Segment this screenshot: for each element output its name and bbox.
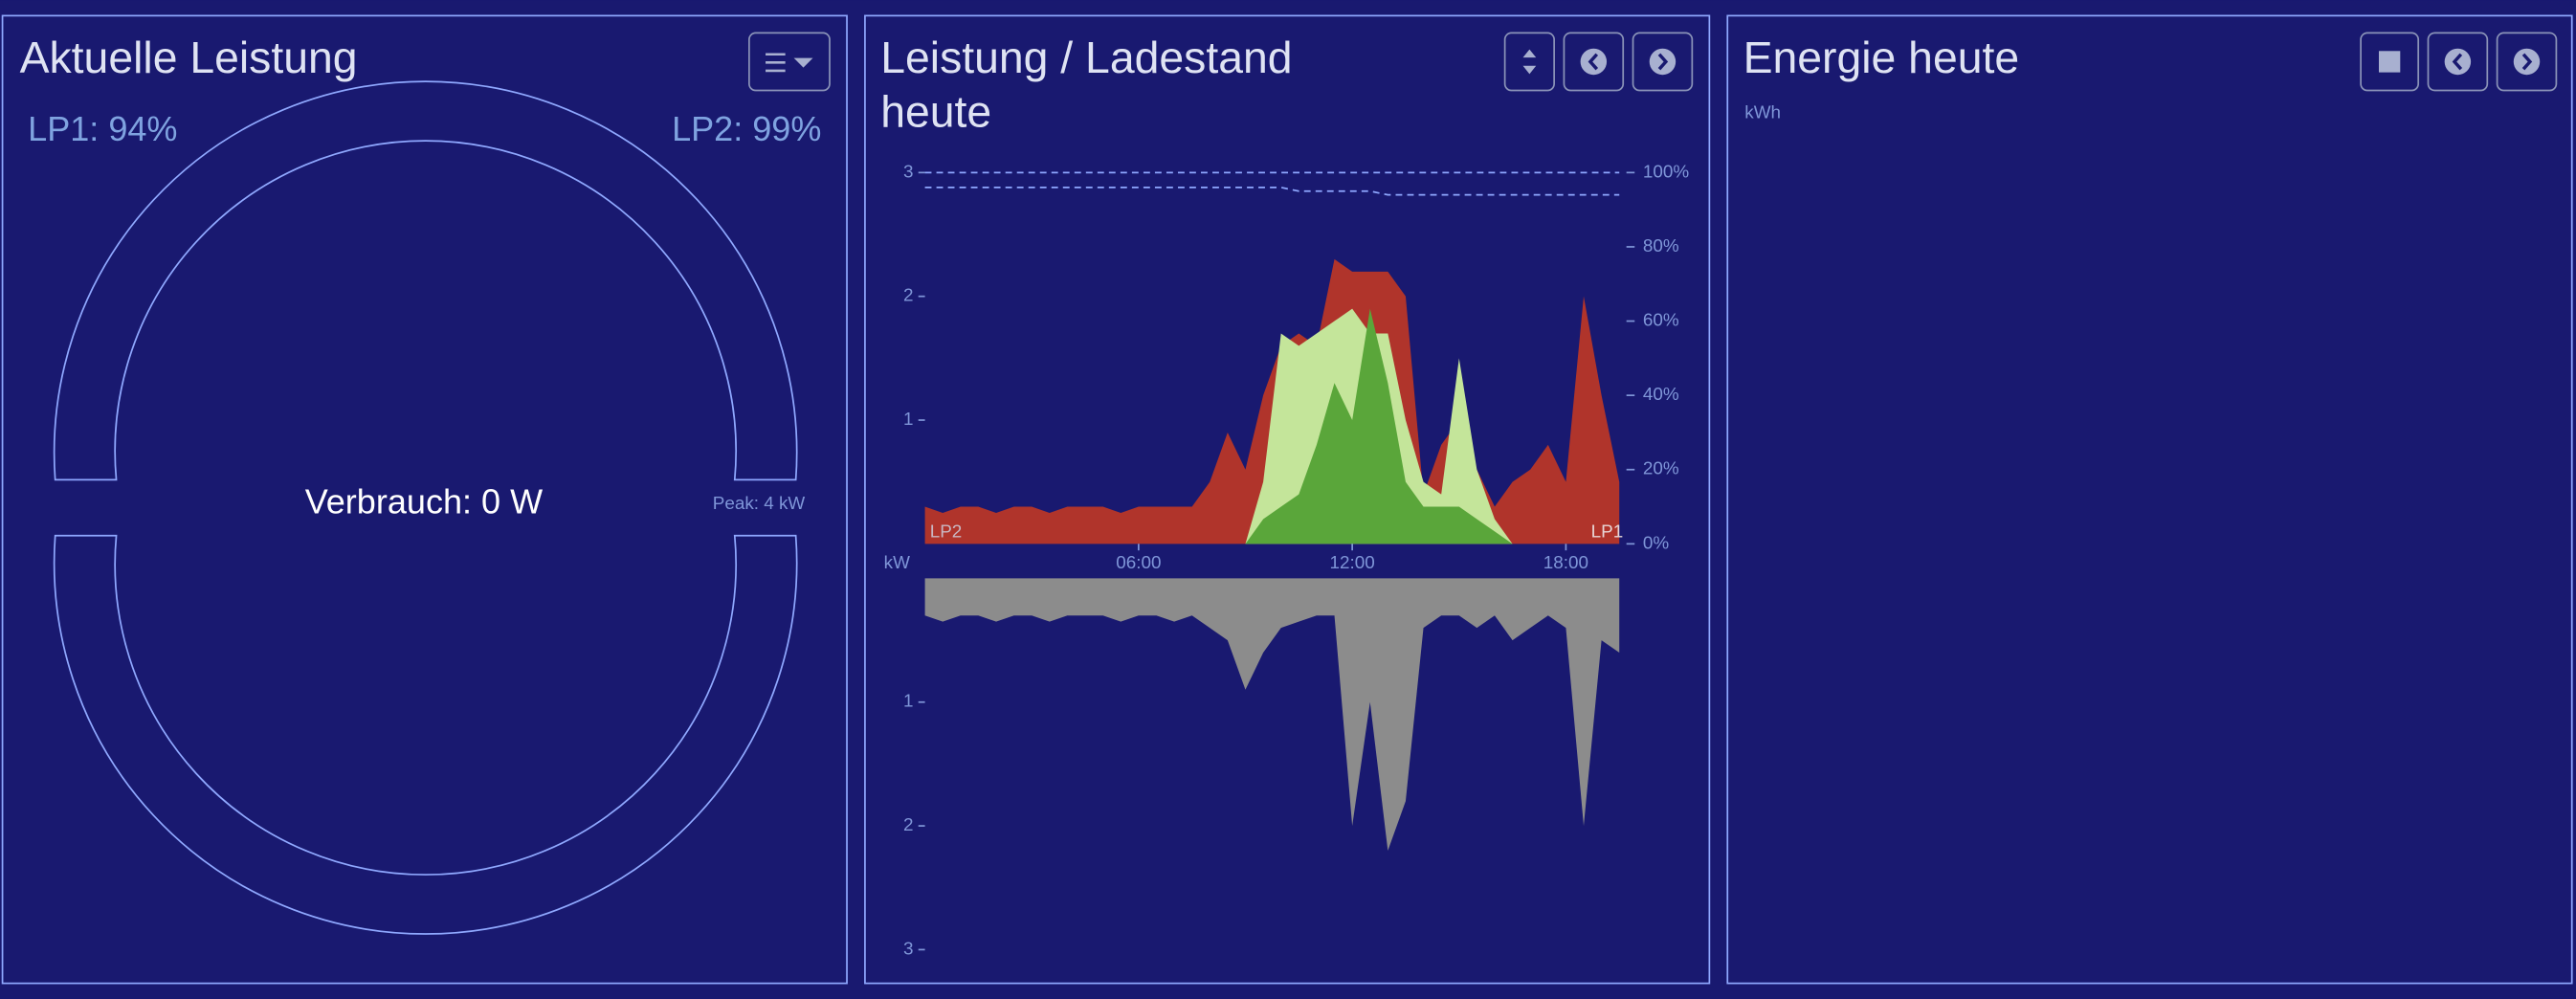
y2-tick-label: 40% bbox=[1643, 385, 1679, 405]
chart-title: Leistung / Ladestand bbox=[880, 33, 1292, 82]
y-tick-label: 2 bbox=[903, 286, 914, 306]
prev-frame[interactable] bbox=[1563, 32, 1625, 92]
x-tick-label: 18:00 bbox=[1543, 553, 1588, 573]
energy-prev-arrow[interactable] bbox=[2452, 53, 2463, 71]
energy-next[interactable] bbox=[2496, 32, 2558, 92]
energy-next-arrow[interactable] bbox=[2521, 53, 2533, 71]
y2-tick-label: 0% bbox=[1643, 533, 1669, 553]
y2-tick-label: 80% bbox=[1643, 236, 1679, 256]
energy-prev-icon[interactable] bbox=[2444, 48, 2472, 76]
next-button[interactable] bbox=[1632, 32, 1694, 92]
panel-energy bbox=[1726, 14, 2573, 985]
prev-icon[interactable] bbox=[1580, 48, 1608, 76]
next-frame[interactable] bbox=[1632, 32, 1694, 92]
menu-button-frame[interactable] bbox=[748, 32, 831, 92]
next-icon[interactable] bbox=[1649, 48, 1677, 76]
lower-y-tick-label: 3 bbox=[903, 939, 914, 959]
lp2-soc: LP2: 99% bbox=[672, 109, 821, 148]
energy-next-frame[interactable] bbox=[2496, 32, 2558, 92]
energy-unit: kWh bbox=[1744, 103, 1781, 123]
y2-tick-label: 20% bbox=[1643, 459, 1679, 479]
x-tick-label: 06:00 bbox=[1116, 553, 1161, 573]
energy-title: Energie heute bbox=[1743, 33, 2020, 82]
prev-arrow[interactable] bbox=[1588, 53, 1599, 71]
y2-tick-label: 100% bbox=[1643, 162, 1689, 182]
energy-next-icon[interactable] bbox=[2513, 48, 2541, 76]
calendar-icon[interactable] bbox=[2378, 51, 2401, 73]
panel-power bbox=[1, 14, 848, 985]
power-area bbox=[924, 308, 1620, 544]
menu-icon[interactable] bbox=[766, 53, 813, 73]
x-tick-label: 12:00 bbox=[1330, 553, 1375, 573]
next-arrow[interactable] bbox=[1657, 53, 1669, 71]
prev-button[interactable] bbox=[1563, 32, 1625, 92]
chart-title: heute bbox=[880, 87, 991, 137]
lp1-label: LP1 bbox=[1591, 522, 1624, 542]
energy-prev[interactable] bbox=[2427, 32, 2489, 92]
lp2-label: LP2 bbox=[930, 522, 963, 542]
gauge-top bbox=[53, 80, 798, 481]
sort-frame[interactable] bbox=[1503, 32, 1555, 92]
sort-icon[interactable] bbox=[1522, 49, 1537, 75]
energy-prev-frame[interactable] bbox=[2427, 32, 2489, 92]
y2-tick-label: 60% bbox=[1643, 311, 1679, 331]
peak: Peak: 4 kW bbox=[713, 494, 806, 514]
soc-line bbox=[924, 187, 1620, 196]
y-unit: kW bbox=[884, 553, 910, 573]
panel-chart bbox=[864, 14, 1711, 985]
gauge-bottom bbox=[53, 534, 798, 935]
lower-y-tick-label: 2 bbox=[903, 815, 914, 835]
sort-button[interactable] bbox=[1503, 32, 1555, 92]
y-tick-label: 1 bbox=[903, 410, 914, 430]
power-title: Aktuelle Leistung bbox=[20, 33, 358, 82]
grid-power-area bbox=[924, 578, 1620, 851]
lp1-soc: LP1: 94% bbox=[28, 109, 177, 148]
consumption: Verbrauch: 0 W bbox=[305, 482, 543, 522]
calendar-button[interactable] bbox=[2360, 32, 2420, 92]
calendar-frame[interactable] bbox=[2360, 32, 2420, 92]
menu-button[interactable] bbox=[748, 32, 831, 92]
y-tick-label: 3 bbox=[903, 162, 914, 182]
lower-y-tick-label: 1 bbox=[903, 692, 914, 712]
